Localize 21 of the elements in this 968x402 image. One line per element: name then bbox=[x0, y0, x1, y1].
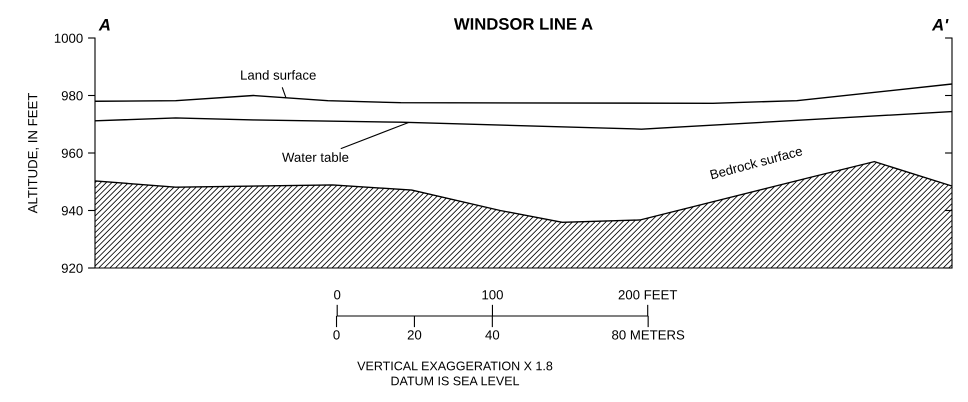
y-tick-label: 940 bbox=[62, 206, 83, 216]
x2-tick-label: 20 bbox=[408, 330, 422, 340]
chart-title: WINDSOR LINE A bbox=[454, 18, 593, 30]
y-tick-label: 920 bbox=[62, 264, 83, 273]
y-tick-label: 1000 bbox=[54, 34, 83, 43]
text: Bedrock surface bbox=[710, 146, 803, 180]
text: VERTICAL EXAGGERATION X 1.8 bbox=[357, 362, 552, 370]
series-label: Land surface bbox=[241, 70, 316, 80]
y-tick-label: 980 bbox=[62, 91, 83, 100]
text: A' bbox=[932, 19, 949, 31]
x-tick-label: 0 bbox=[334, 290, 340, 300]
text: Water table bbox=[282, 152, 348, 162]
x-tick-label: 100 bbox=[482, 290, 503, 300]
x-tick-label: 200 FEET bbox=[618, 290, 678, 300]
x2-tick-label: 80 METERS bbox=[612, 330, 684, 340]
x2-tick-label: 40 bbox=[485, 330, 500, 340]
y-axis-title: ALTITUDE, IN FEET bbox=[28, 92, 39, 214]
text: DATUM IS SEA LEVEL bbox=[392, 376, 520, 386]
x2-tick-label: 0 bbox=[333, 330, 340, 340]
y-tick-label: 960 bbox=[62, 148, 83, 158]
text: A bbox=[98, 19, 110, 31]
